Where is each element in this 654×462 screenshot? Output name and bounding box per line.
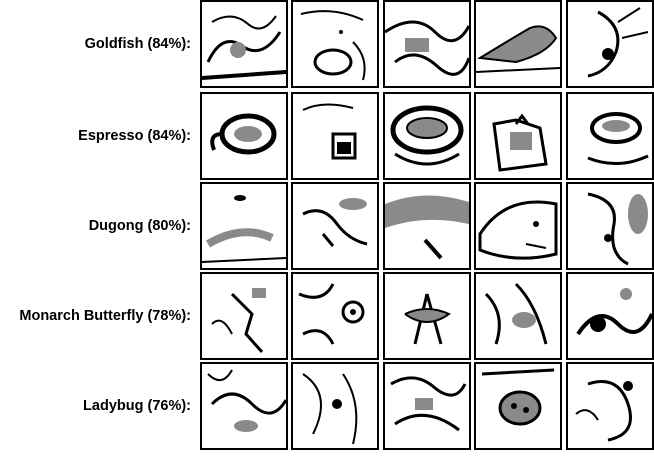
thumbnail[interactable] (200, 182, 288, 270)
thumbnail[interactable] (200, 362, 288, 450)
thumbnail[interactable] (474, 92, 562, 180)
thumbnail[interactable] (383, 182, 471, 270)
thumbnail[interactable] (291, 0, 379, 88)
thumbnail[interactable] (566, 0, 654, 88)
thumbnail[interactable] (566, 92, 654, 180)
grid-row-goldfish: Goldfish (84%): (0, 0, 654, 88)
thumbnail[interactable] (566, 272, 654, 360)
grid-row-monarch-butterfly: Monarch Butterfly (78%): (0, 272, 654, 360)
thumbnail[interactable] (200, 0, 288, 88)
thumbnail[interactable] (383, 0, 471, 88)
thumbnail[interactable] (200, 272, 288, 360)
thumbnail[interactable] (291, 272, 379, 360)
thumbnail[interactable] (383, 92, 471, 180)
thumbnail[interactable] (566, 182, 654, 270)
thumbnail[interactable] (474, 182, 562, 270)
row-label: Monarch Butterfly (78%): (19, 308, 191, 324)
row-label: Goldfish (84%): (84, 36, 191, 52)
thumbnail[interactable] (383, 362, 471, 450)
row-label: Ladybug (76%): (83, 398, 191, 414)
thumbnail[interactable] (566, 362, 654, 450)
thumbnail[interactable] (474, 0, 562, 88)
thumbnail[interactable] (291, 182, 379, 270)
thumbnail[interactable] (291, 362, 379, 450)
grid-row-espresso: Espresso (84%): (0, 92, 654, 180)
thumbnail[interactable] (383, 272, 471, 360)
grid-row-ladybug: Ladybug (76%): (0, 362, 654, 450)
row-label: Espresso (84%): (78, 128, 191, 144)
thumbnail[interactable] (291, 92, 379, 180)
thumbnail[interactable] (474, 272, 562, 360)
row-label: Dugong (80%): (88, 218, 191, 234)
thumbnail[interactable] (200, 92, 288, 180)
grid-row-dugong: Dugong (80%): (0, 182, 654, 270)
thumbnail[interactable] (474, 362, 562, 450)
